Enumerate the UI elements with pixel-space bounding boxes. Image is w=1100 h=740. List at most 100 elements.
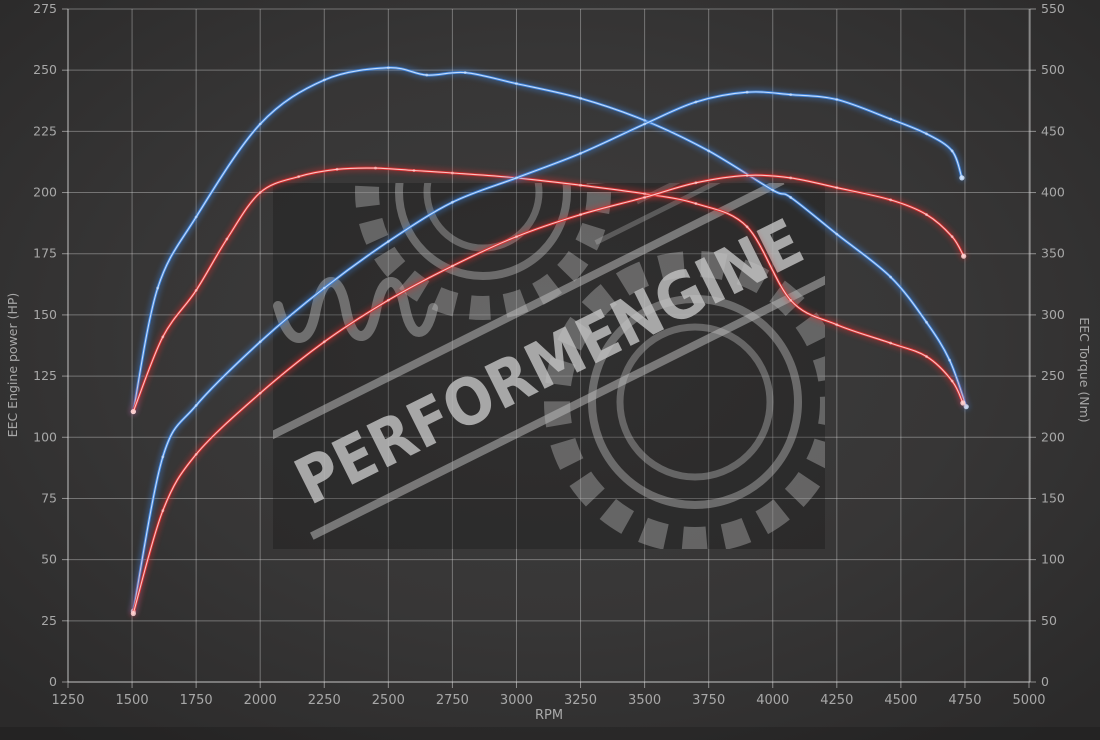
series-power-red-point bbox=[889, 198, 893, 202]
series-power-blue-point bbox=[643, 122, 647, 126]
series-power-red-point bbox=[451, 264, 454, 268]
y-left-tick-label: 50 bbox=[41, 552, 57, 567]
series-power-red-point bbox=[643, 196, 647, 199]
bottom-strip bbox=[0, 727, 1100, 740]
series-torque-red-point bbox=[451, 171, 454, 175]
series-power-blue-endpoint bbox=[959, 175, 965, 181]
x-tick-label: 2500 bbox=[372, 693, 405, 708]
x-tick-label: 1500 bbox=[116, 693, 149, 708]
series-torque-blue-point bbox=[771, 188, 775, 192]
series-torque-blue-core bbox=[132, 67, 967, 413]
series-power-blue-point bbox=[835, 98, 839, 101]
x-tick-label: 4500 bbox=[884, 693, 917, 708]
y-right-tick-label: 50 bbox=[1041, 613, 1057, 628]
series-torque-red-point bbox=[925, 355, 928, 358]
x-tick-label: 1250 bbox=[51, 693, 84, 708]
y-right-tick-label: 400 bbox=[1041, 185, 1065, 200]
series-torque-blue bbox=[129, 63, 971, 416]
series-power-red-point bbox=[515, 235, 518, 238]
y-right-tick-label: 550 bbox=[1041, 1, 1065, 16]
series-power-red-point bbox=[789, 176, 793, 180]
series-power-blue-point bbox=[925, 132, 928, 136]
series-torque-red-point bbox=[745, 225, 749, 229]
series-power-red-point bbox=[386, 298, 390, 302]
y-left-tick-label: 275 bbox=[33, 1, 57, 16]
x-tick-label: 4250 bbox=[820, 693, 853, 708]
x-tick-label: 1750 bbox=[180, 693, 213, 708]
y-left-tick-label: 25 bbox=[41, 613, 57, 628]
y-right-tick-label: 200 bbox=[1041, 429, 1065, 444]
x-tick-label: 3750 bbox=[692, 693, 725, 708]
series-power-blue-point bbox=[194, 404, 198, 407]
watermark-box bbox=[273, 183, 825, 549]
series-power-blue-point bbox=[451, 200, 454, 204]
gear-bottom-icon-teeth bbox=[544, 251, 825, 549]
series-power-red-point bbox=[161, 509, 165, 513]
y-right-axis-title: EEC Torque (Nm) bbox=[1077, 317, 1092, 422]
series-torque-blue-point bbox=[889, 275, 893, 279]
series-torque-red-endpoint bbox=[130, 408, 136, 415]
series-power-red-point bbox=[322, 340, 326, 344]
series-torque-red-point bbox=[225, 237, 229, 241]
series-power-red-point bbox=[745, 174, 749, 177]
series-torque-red-point bbox=[694, 202, 698, 205]
series-torque-red-point bbox=[194, 289, 198, 292]
y-left-tick-label: 75 bbox=[41, 490, 57, 505]
series-torque-red-point bbox=[412, 169, 416, 172]
series-power-red-point bbox=[950, 235, 954, 238]
y-left-tick-label: 250 bbox=[33, 62, 57, 77]
y-left-tick-label: 0 bbox=[49, 674, 57, 689]
series-torque-blue-point bbox=[322, 78, 326, 82]
series-power-red-endpoint bbox=[961, 253, 967, 259]
series-power-blue-point bbox=[889, 117, 893, 121]
series-power-red-point bbox=[835, 186, 839, 190]
series-power-blue-point bbox=[161, 455, 165, 459]
series-power-red-point bbox=[694, 181, 698, 185]
x-tick-label: 2250 bbox=[308, 693, 341, 708]
series-power-red-point bbox=[194, 453, 198, 456]
series-torque-red-point bbox=[161, 335, 165, 339]
band-line-bottom bbox=[309, 273, 825, 540]
series-power-red-point bbox=[925, 213, 928, 216]
series-torque-blue-point bbox=[194, 215, 198, 219]
series-torque-blue-point bbox=[425, 73, 429, 77]
axes: 1250 1500 1750 2000 2250 2500 2750 3000 3250 3500… bbox=[5, 1, 1092, 723]
series-torque-red-point bbox=[579, 183, 582, 187]
y-left-axis-title: EEC Engine power (HP) bbox=[5, 293, 20, 438]
series-power-blue-point bbox=[789, 93, 793, 97]
x-tick-label: 4000 bbox=[756, 693, 789, 708]
y-left-tick-label: 100 bbox=[33, 429, 57, 444]
series-power-blue-point bbox=[694, 100, 698, 104]
series-torque-red-point bbox=[789, 298, 793, 302]
series-torque-red-point bbox=[258, 191, 262, 194]
series-power-blue bbox=[129, 87, 966, 615]
series-torque-red-point bbox=[889, 341, 893, 345]
series-power-blue-point bbox=[515, 176, 518, 180]
band-line-top bbox=[273, 183, 785, 444]
gear-top-icon-ring bbox=[395, 183, 571, 280]
series-power-red-point bbox=[258, 391, 262, 395]
x-tick-label: 2000 bbox=[244, 693, 277, 708]
series-torque-red-point bbox=[297, 175, 301, 179]
gear-bottom-icon-ring bbox=[588, 295, 802, 509]
gear-top-icon-teeth bbox=[355, 183, 611, 320]
series-torque-blue-point bbox=[258, 122, 262, 126]
series-torque-blue-point bbox=[463, 71, 467, 75]
y-right-tick-label: 0 bbox=[1041, 674, 1049, 689]
series-power-blue-point bbox=[386, 240, 390, 243]
series-power-blue-point bbox=[745, 90, 749, 94]
x-tick-label: 2750 bbox=[436, 693, 469, 708]
series-torque-blue-point bbox=[925, 320, 928, 324]
y-left-tick-label: 125 bbox=[33, 368, 57, 383]
watermark: PERFORMENGINE bbox=[273, 183, 825, 549]
series-power-red-point bbox=[579, 213, 582, 216]
series-torque-blue-point bbox=[707, 149, 711, 153]
series-torque-red-point bbox=[950, 379, 954, 383]
series-torque-blue-point bbox=[156, 286, 160, 290]
gear-bottom-icon-hub bbox=[616, 323, 774, 481]
series-torque-blue-point bbox=[789, 196, 793, 199]
series-torque-blue-point bbox=[948, 358, 951, 362]
y-right-tick-label: 350 bbox=[1041, 246, 1065, 261]
